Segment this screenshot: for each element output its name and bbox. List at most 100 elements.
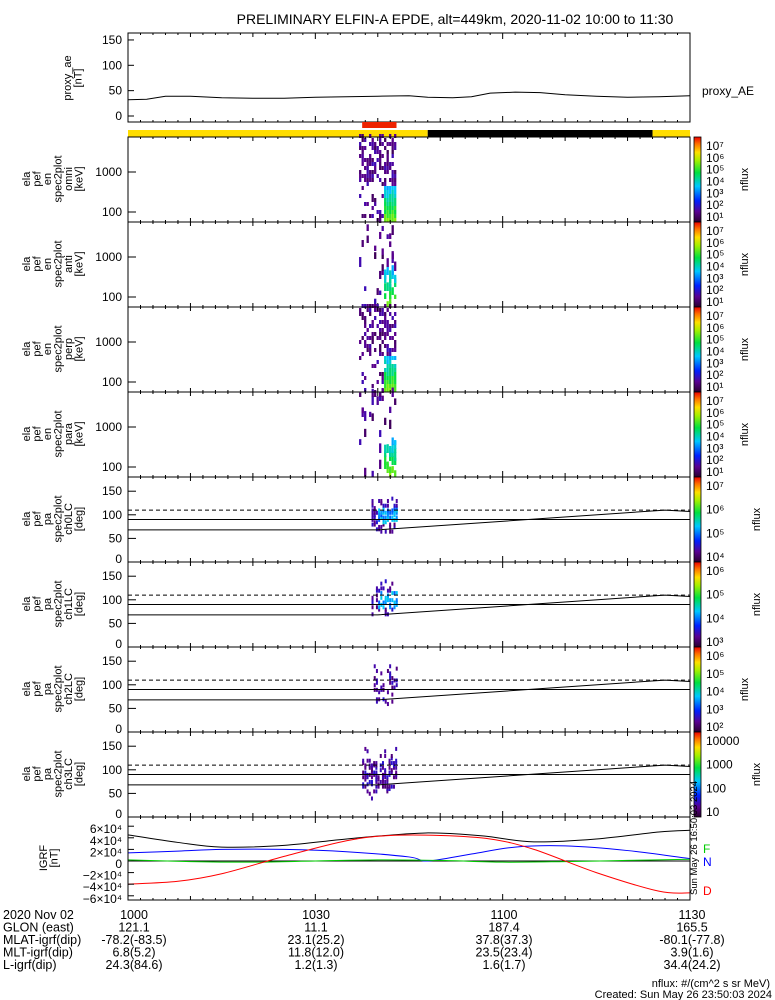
spectrogram-cell	[382, 683, 385, 688]
spectrogram-cell	[375, 697, 378, 702]
spectrogram-cell	[393, 513, 396, 518]
colorbar-tick-label: 10²	[706, 720, 723, 734]
energy-spectrogram-panel: 1001000elapefenspec2plotanti[keV]10⁷10⁶1…	[21, 213, 751, 309]
y-axis-label-line: IGRF	[38, 845, 50, 872]
spectrogram-cell	[390, 770, 393, 775]
spectrogram-cell	[364, 320, 367, 324]
y-tick-label: 100	[102, 763, 122, 777]
y-axis-label-line: [keV]	[73, 421, 85, 446]
spectrogram-cell	[384, 202, 387, 206]
spectrogram-cell	[361, 312, 364, 316]
spectrogram-cell	[386, 158, 389, 162]
colorbar-tick-label: 10²	[706, 368, 723, 382]
spectrogram-cell	[391, 316, 394, 320]
spectrogram-cell	[379, 754, 382, 758]
spectrogram-cell	[371, 146, 374, 150]
spectrogram-cell	[391, 265, 394, 275]
spectrogram-cell	[364, 467, 367, 477]
y-axis-label-line: pa	[42, 512, 54, 525]
spectrogram-cell	[393, 605, 396, 610]
spectrogram-cell	[381, 380, 384, 384]
spectrogram-cell	[391, 692, 394, 697]
spectrogram-cell	[394, 214, 397, 218]
spectrogram-cell	[366, 224, 369, 231]
spectrogram-cell	[381, 340, 384, 344]
spectrogram-cell	[371, 470, 374, 477]
spectrogram-cell	[394, 398, 397, 405]
spectrogram-cell	[384, 462, 387, 469]
spectrogram-cell	[379, 430, 382, 437]
spectrogram-cell	[384, 749, 387, 754]
spectrogram-cell	[391, 162, 394, 166]
spectrogram-cell	[391, 591, 394, 596]
units-note: nflux: #/(cm^2 s sr MeV)	[652, 978, 770, 990]
spectrogram-cell	[369, 158, 372, 162]
spectrogram-cell	[384, 162, 387, 166]
spectrogram-cell	[361, 186, 364, 190]
colorbar-tick-label: 10³	[706, 186, 723, 200]
spectrogram-cell	[370, 770, 373, 775]
y-axis-label-line: ela	[21, 256, 33, 272]
igrf-legend-N: N	[703, 855, 712, 869]
colorbar-tick-label: 10⁴	[706, 550, 725, 564]
spectrogram-cell	[389, 304, 392, 308]
spectrogram-cell	[368, 779, 371, 784]
spectrogram-cell	[371, 510, 374, 515]
spectrogram-cell	[378, 510, 381, 515]
spectrogram-cell	[379, 166, 382, 170]
spectrogram-cell	[381, 225, 384, 231]
y-tick-label: −4×10⁴	[83, 880, 122, 894]
spectrogram-cell	[394, 206, 397, 210]
spectrogram-cell	[374, 166, 377, 170]
igrf-side-stamp: Sun May 26 16:50:03 2024	[689, 781, 700, 895]
spectrogram-cell	[386, 234, 389, 239]
spectrogram-cell	[391, 251, 394, 259]
spectrogram-cell	[368, 758, 371, 763]
spectrogram-cell	[389, 166, 392, 170]
spectrogram-cell	[393, 522, 396, 527]
spectrogram-cell	[371, 499, 374, 503]
spectrogram-cell	[369, 352, 372, 356]
spectrogram-cell	[376, 210, 379, 214]
spectrogram-cell	[361, 372, 364, 376]
spectrogram-cell	[384, 283, 387, 291]
spectrogram-cell	[391, 699, 394, 704]
spectrogram-cell	[366, 235, 369, 243]
ephemeris-value: 11.8(12.0)	[288, 946, 344, 960]
igrf-legend-F: F	[703, 842, 710, 856]
y-tick-label: 100	[102, 593, 122, 607]
spectrogram-cell	[359, 178, 362, 182]
spectrogram-cell	[384, 146, 387, 150]
spectrogram-cell	[386, 669, 389, 673]
spectrogram-cell	[371, 388, 374, 393]
spectrogram-cell	[364, 777, 367, 782]
ephemeris-value: 6.8(5.2)	[112, 946, 155, 960]
spectrogram-cell	[384, 206, 387, 210]
ephemeris-row-label: 2020 Nov 02	[3, 908, 74, 922]
spectrogram-cell	[361, 214, 364, 218]
spectrogram-cell	[368, 765, 371, 770]
y-axis-label-line: ch2LC	[63, 673, 75, 705]
spectrogram-cell	[391, 451, 394, 457]
y-axis-label-line: spec2plot	[52, 410, 64, 457]
colorbar-tick-label: 10⁵	[706, 248, 724, 262]
spectrogram-cell	[381, 264, 384, 271]
spectrogram-cell	[373, 506, 376, 511]
spectrogram-cell	[391, 676, 394, 681]
colorbar-tick-label: 10⁴	[706, 685, 725, 699]
spectrogram-cell	[390, 756, 393, 761]
spectrogram-cell	[394, 170, 397, 174]
spectrogram-cell	[375, 770, 378, 775]
spectrogram-cell	[386, 154, 389, 158]
spectrogram-cell	[371, 178, 374, 182]
spectrogram-cell	[384, 210, 387, 214]
colorbar-label: nflux	[739, 337, 751, 361]
spectrogram-cell	[391, 364, 394, 368]
spectrogram-cell	[375, 520, 378, 525]
spectrogram-cell	[364, 304, 367, 308]
y-axis-label-line: spec2plot	[52, 750, 64, 797]
spectrogram-cell	[384, 190, 387, 194]
y-axis-label-line: pef	[31, 255, 43, 271]
spectrogram-cell	[395, 510, 398, 515]
spectrogram-cell	[386, 775, 389, 780]
